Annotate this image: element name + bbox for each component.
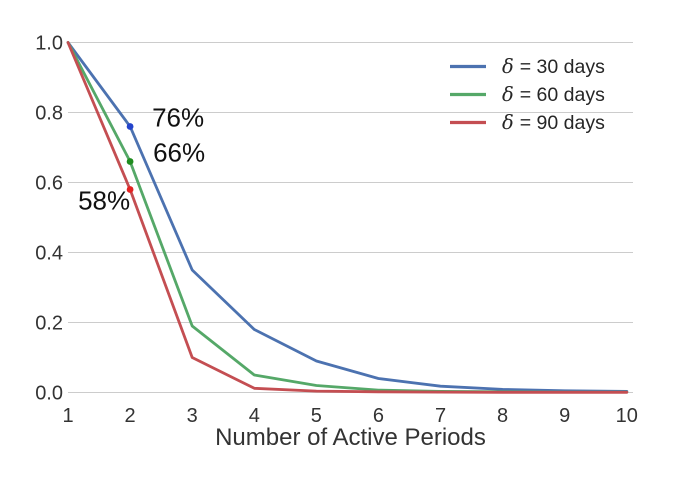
legend-item: δ = 60 days <box>450 83 605 106</box>
legend-label-text: = 60 days <box>520 84 605 106</box>
y-tick-label: 1.0 <box>35 33 63 55</box>
legend-label: δ = 90 days <box>502 111 605 134</box>
curves-layer <box>66 41 629 394</box>
legend-item: δ = 30 days <box>450 55 605 78</box>
legend-label: δ = 60 days <box>502 83 605 106</box>
annotation-dot <box>126 123 134 130</box>
x-tick-label: 5 <box>311 405 322 427</box>
x-tick-label: 2 <box>125 405 136 427</box>
y-tick-label: 0.4 <box>35 243 63 265</box>
annotation-label: 66% <box>153 138 205 168</box>
y-tick-label: 0.8 <box>35 103 63 125</box>
x-tick-label: 8 <box>497 405 508 427</box>
y-tick-label: 0.0 <box>35 383 63 405</box>
annotation-label: 58% <box>78 186 130 216</box>
x-axis-title: Number of Active Periods <box>215 424 486 451</box>
legend-label-text: = 30 days <box>520 56 605 78</box>
legend: δ = 30 days δ = 60 days δ = 90 days <box>450 55 605 134</box>
x-tick-label: 4 <box>249 405 260 427</box>
legend-label-text: = 90 days <box>520 112 605 134</box>
y-tick-label: 0.6 <box>35 173 63 195</box>
legend-label: δ = 30 days <box>502 55 605 78</box>
y-tick-label: 0.2 <box>35 313 63 335</box>
x-tick-label: 6 <box>373 405 384 427</box>
data-line-30days <box>66 41 629 393</box>
x-tick-label: 3 <box>187 405 198 427</box>
data-line-90days <box>66 41 629 394</box>
legend-item: δ = 90 days <box>450 111 605 134</box>
delta-symbol: δ <box>502 111 514 134</box>
ticks-layer: 0.0 0.2 0.4 0.6 0.8 1.0 1 2 3 4 5 6 7 8 9 10 <box>35 33 638 428</box>
x-tick-label: 7 <box>435 405 446 427</box>
x-tick-label: 10 <box>616 405 638 427</box>
x-tick-label: 1 <box>62 405 73 427</box>
annotation-dot <box>126 186 134 193</box>
annotation-label: 76% <box>152 103 204 133</box>
delta-symbol: δ <box>502 55 514 78</box>
annotations-layer: 76% 66% 58% <box>78 103 205 216</box>
x-tick-label: 9 <box>559 405 570 427</box>
annotation-dot <box>126 158 134 165</box>
delta-symbol: δ <box>502 83 514 106</box>
